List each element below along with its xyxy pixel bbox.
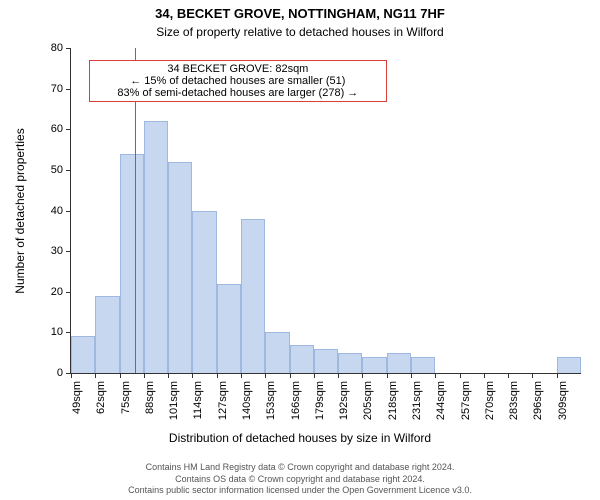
y-tick-label: 60 [51, 123, 71, 135]
chart-title: 34, BECKET GROVE, NOTTINGHAM, NG11 7HF [0, 6, 600, 21]
x-tick [241, 373, 242, 378]
x-tick [314, 373, 315, 378]
x-tick-label: 192sqm [338, 381, 350, 420]
histogram-bar [241, 219, 265, 373]
y-tick-label: 50 [51, 164, 71, 176]
x-tick [265, 373, 266, 378]
histogram-bar [314, 349, 338, 373]
y-tick-label: 10 [51, 326, 71, 338]
x-tick [362, 373, 363, 378]
x-tick [95, 373, 96, 378]
footer-line: Contains public sector information licen… [0, 485, 600, 496]
x-tick [168, 373, 169, 378]
histogram-bar [387, 353, 411, 373]
y-tick-label: 40 [51, 205, 71, 217]
x-tick-label: 257sqm [460, 381, 472, 420]
x-tick [338, 373, 339, 378]
x-tick [435, 373, 436, 378]
y-tick-label: 20 [51, 286, 71, 298]
histogram-bar [192, 211, 216, 374]
x-tick-label: 231sqm [411, 381, 423, 420]
x-tick-label: 283sqm [508, 381, 520, 420]
chart-container: { "title": { "line1": "34, BECKET GROVE,… [0, 0, 600, 500]
x-axis-label: Distribution of detached houses by size … [0, 431, 600, 445]
x-tick [192, 373, 193, 378]
annotation-line: 34 BECKET GROVE: 82sqm [96, 63, 380, 75]
x-tick-label: 244sqm [435, 381, 447, 420]
annotation-line: ← 15% of detached houses are smaller (51… [96, 75, 380, 87]
x-tick [484, 373, 485, 378]
annotation-line: 83% of semi-detached houses are larger (… [96, 87, 380, 99]
x-tick-label: 153sqm [265, 381, 277, 420]
x-tick [290, 373, 291, 378]
x-tick-label: 127sqm [217, 381, 229, 420]
histogram-bar [120, 154, 144, 373]
histogram-bar [71, 336, 95, 373]
x-tick [411, 373, 412, 378]
annotation-callout: 34 BECKET GROVE: 82sqm← 15% of detached … [89, 60, 387, 102]
footer-attribution: Contains HM Land Registry data © Crown c… [0, 462, 600, 496]
x-tick-label: 166sqm [290, 381, 302, 420]
x-tick-label: 88sqm [144, 381, 156, 414]
x-tick [387, 373, 388, 378]
x-tick-label: 62sqm [95, 381, 107, 414]
x-tick-label: 140sqm [241, 381, 253, 420]
x-tick [217, 373, 218, 378]
histogram-bar [557, 357, 581, 373]
histogram-bar [362, 357, 386, 373]
y-tick-label: 70 [51, 83, 71, 95]
footer-line: Contains OS data © Crown copyright and d… [0, 474, 600, 485]
y-tick-label: 0 [57, 367, 71, 379]
x-tick [557, 373, 558, 378]
x-tick-label: 114sqm [192, 381, 204, 419]
x-tick-label: 270sqm [484, 381, 496, 420]
footer-line: Contains HM Land Registry data © Crown c… [0, 462, 600, 473]
histogram-bar [95, 296, 119, 373]
y-tick-label: 30 [51, 245, 71, 257]
x-tick-label: 309sqm [557, 381, 569, 420]
chart-subtitle: Size of property relative to detached ho… [0, 25, 600, 39]
histogram-bar [290, 345, 314, 373]
x-tick [120, 373, 121, 378]
histogram-bar [144, 121, 168, 373]
y-axis-label: Number of detached properties [13, 128, 27, 293]
x-tick-label: 179sqm [314, 381, 326, 420]
histogram-bar [168, 162, 192, 373]
x-tick-label: 101sqm [168, 381, 180, 420]
x-tick [460, 373, 461, 378]
histogram-bar [411, 357, 435, 373]
x-tick [71, 373, 72, 378]
y-tick-label: 80 [51, 42, 71, 54]
x-tick-label: 296sqm [532, 381, 544, 420]
histogram-bar [338, 353, 362, 373]
histogram-bar [217, 284, 241, 373]
x-tick-label: 205sqm [362, 381, 374, 420]
x-tick-label: 75sqm [120, 381, 132, 414]
x-tick [508, 373, 509, 378]
x-tick [532, 373, 533, 378]
x-tick-label: 218sqm [387, 381, 399, 420]
x-tick [144, 373, 145, 378]
plot-area: 0102030405060708049sqm62sqm75sqm88sqm101… [70, 48, 581, 374]
histogram-bar [265, 332, 289, 373]
x-tick-label: 49sqm [71, 381, 83, 414]
